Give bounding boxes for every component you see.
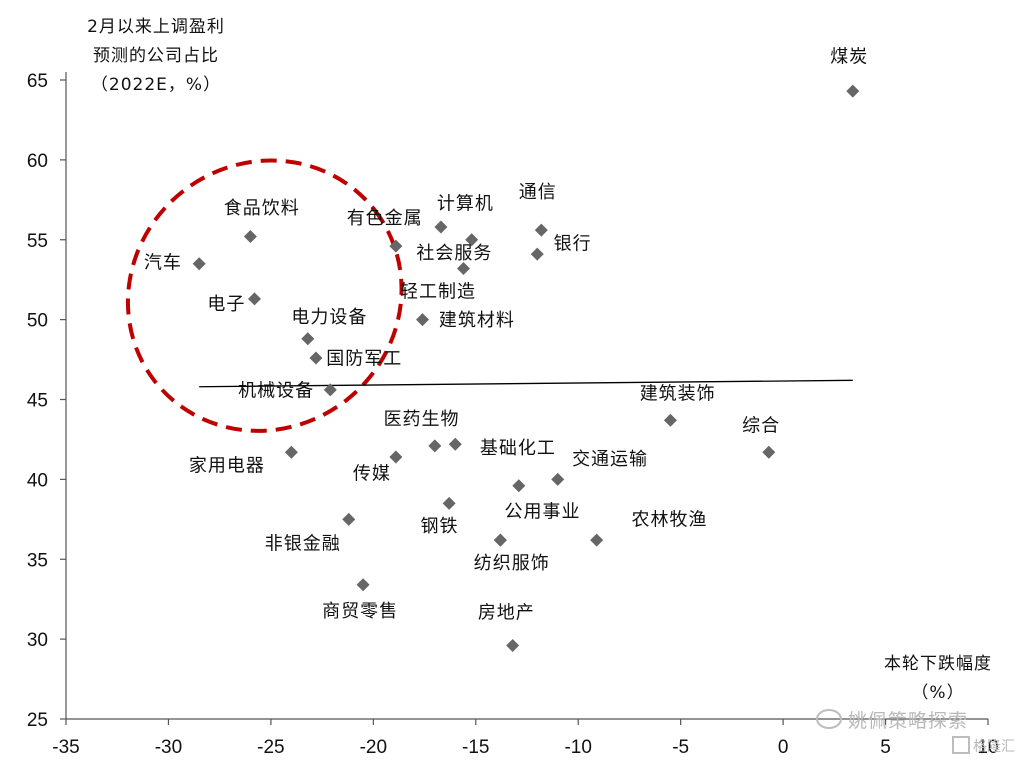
y-axis-title-line-2: 预测的公司占比	[93, 46, 219, 66]
data-point	[762, 445, 776, 459]
x-axis-title-line-1: 本轮下跌幅度	[884, 654, 992, 674]
x-tick-label: -20	[360, 737, 387, 758]
point-label: 电力设备	[291, 307, 367, 328]
point-label: 农林牧渔	[631, 510, 707, 531]
x-axis-title: 本轮下跌幅度 （%）	[862, 650, 1014, 708]
data-point	[506, 639, 520, 653]
x-tick-label: -10	[564, 737, 591, 758]
point-label: 建筑材料	[439, 310, 515, 331]
data-point	[456, 262, 470, 276]
data-point	[448, 437, 462, 451]
data-point	[434, 220, 448, 234]
y-axis-title: 2月以来上调盈利 预测的公司占比 （2022E，%）	[66, 13, 246, 100]
y-tick-label: 50	[27, 311, 48, 332]
x-tick-label: 10	[977, 737, 998, 758]
data-point	[534, 223, 548, 237]
x-tick-label: -30	[155, 737, 182, 758]
point-label: 传媒	[353, 463, 391, 484]
point-label: 国防军工	[326, 348, 402, 369]
y-tick-label: 35	[27, 550, 48, 571]
x-axis-title-line-2: （%）	[911, 683, 965, 703]
data-point	[493, 533, 507, 547]
data-point	[301, 332, 315, 346]
x-tick-label: -15	[462, 737, 489, 758]
point-label: 房地产	[478, 602, 535, 623]
point-label: 医药生物	[384, 409, 460, 430]
point-label: 机械设备	[238, 380, 314, 401]
y-tick-label: 25	[27, 710, 48, 731]
highlight-ellipse	[125, 158, 404, 433]
point-label: 建筑装饰	[640, 384, 716, 405]
point-label: 基础化工	[480, 438, 556, 459]
x-tick-label: -25	[257, 737, 284, 758]
x-tick-label: 0	[778, 737, 789, 758]
trendline-layer	[199, 379, 853, 388]
y-tick-label: 30	[27, 630, 48, 651]
point-label: 电子	[207, 294, 245, 315]
x-tick-label: 5	[880, 737, 891, 758]
point-label: 钢铁	[420, 516, 458, 537]
point-label: 公用事业	[504, 502, 580, 523]
data-point	[323, 383, 337, 397]
point-label: 纺织服饰	[474, 553, 550, 574]
point-label: 汽车	[144, 253, 182, 274]
point-label: 非银金融	[265, 534, 341, 555]
brand-logo-icon	[952, 736, 970, 754]
point-label: 通信	[519, 182, 557, 203]
data-point	[465, 233, 479, 247]
data-point	[356, 578, 370, 592]
data-point	[284, 445, 298, 459]
data-point	[389, 450, 403, 464]
data-point	[846, 84, 860, 98]
point-label: 计算机	[437, 193, 494, 214]
watermark: 姚佩策略探索	[816, 706, 968, 733]
point-label: 银行	[554, 233, 592, 254]
data-point	[416, 313, 430, 327]
data-point	[428, 439, 442, 453]
y-tick-label: 45	[27, 391, 48, 412]
y-axis-title-line-1: 2月以来上调盈利	[87, 17, 225, 37]
watermark-text: 姚佩策略探索	[848, 710, 969, 732]
highlight-layer	[125, 158, 404, 433]
point-label: 综合	[742, 415, 780, 436]
data-point	[342, 512, 356, 526]
y-axis-title-line-3: （2022E，%）	[90, 75, 222, 95]
trendline	[199, 379, 853, 388]
data-points	[192, 84, 860, 653]
x-tick-label: -5	[672, 737, 689, 758]
brand-text: 格隆汇	[973, 739, 1015, 755]
data-point	[192, 257, 206, 271]
axes	[60, 72, 989, 725]
point-label: 家用电器	[189, 455, 265, 476]
data-point	[551, 472, 565, 486]
y-tick-label: 65	[27, 71, 48, 92]
y-tick-label: 60	[27, 151, 48, 172]
data-point	[512, 479, 526, 493]
point-label: 交通运输	[572, 449, 648, 470]
x-tick-label: -35	[52, 737, 79, 758]
point-label: 轻工制造	[400, 281, 476, 302]
data-point	[243, 230, 257, 244]
point-label: 有色金属	[347, 208, 423, 229]
data-point	[530, 247, 544, 261]
y-tick-label: 55	[27, 231, 48, 252]
data-point	[663, 413, 677, 427]
wechat-icon	[816, 709, 842, 729]
data-point	[442, 496, 456, 510]
data-point	[309, 351, 323, 365]
data-point	[590, 533, 604, 547]
data-point	[247, 292, 261, 306]
point-label: 煤炭	[830, 46, 868, 67]
y-tick-label: 40	[27, 470, 48, 491]
brand-mark: 格隆汇	[952, 736, 1015, 756]
tick-labels: -35 -30 -25 -20 -15 -10 -5 0 5 10 25 30 35 40 45 50 55 60…	[27, 71, 999, 758]
data-point	[389, 239, 403, 253]
point-label: 食品饮料	[224, 198, 300, 219]
point-label: 社会服务	[416, 243, 492, 264]
point-label: 商贸零售	[322, 601, 398, 622]
